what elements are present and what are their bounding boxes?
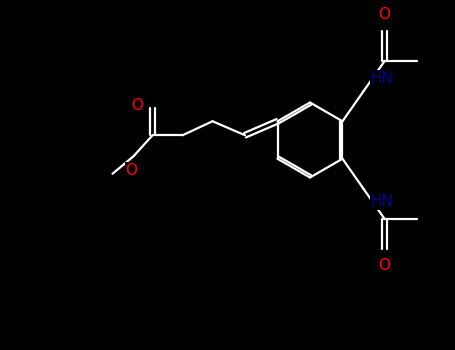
Text: HN: HN — [370, 71, 394, 86]
Text: O: O — [131, 98, 143, 113]
Text: HN: HN — [370, 194, 394, 209]
Text: O: O — [379, 258, 390, 273]
Text: O: O — [379, 7, 390, 22]
Text: O: O — [126, 163, 137, 178]
